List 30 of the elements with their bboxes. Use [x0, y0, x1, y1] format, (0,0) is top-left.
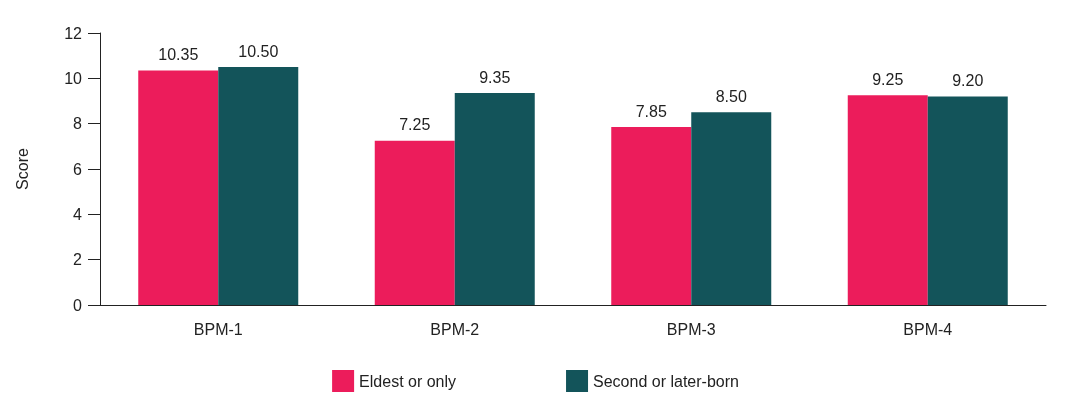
- legend-label: Eldest or only: [359, 372, 457, 390]
- bar: [611, 127, 692, 305]
- bar: [691, 112, 772, 305]
- bar: [218, 67, 299, 305]
- y-tick-label: 12: [64, 24, 83, 42]
- bar: [847, 95, 928, 305]
- data-label: 9.20: [952, 71, 984, 89]
- data-label: 10.35: [158, 45, 199, 63]
- bar: [927, 96, 1008, 305]
- x-tick-label: BPM-4: [903, 320, 953, 338]
- data-label: 9.25: [872, 70, 904, 88]
- y-tick-label: 8: [73, 115, 83, 133]
- bar: [374, 140, 455, 305]
- data-label: 7.85: [635, 102, 667, 120]
- data-label: 8.50: [715, 87, 747, 105]
- data-label: 10.50: [238, 42, 279, 60]
- y-axis-title: Score: [13, 148, 31, 190]
- y-tick-label: 0: [73, 296, 83, 314]
- y-tick-label: 6: [73, 160, 83, 178]
- x-tick-label: BPM-3: [666, 320, 716, 338]
- y-tick-label: 4: [73, 205, 83, 223]
- data-label: 9.35: [479, 68, 511, 86]
- x-tick-label: BPM-2: [430, 320, 480, 338]
- y-tick-label: 10: [64, 69, 83, 87]
- bar: [138, 70, 219, 305]
- bar: [454, 93, 535, 305]
- legend-label: Second or later-born: [593, 372, 739, 390]
- y-tick-label: 2: [73, 251, 83, 269]
- x-tick-label: BPM-1: [193, 320, 243, 338]
- data-label: 7.25: [399, 116, 431, 134]
